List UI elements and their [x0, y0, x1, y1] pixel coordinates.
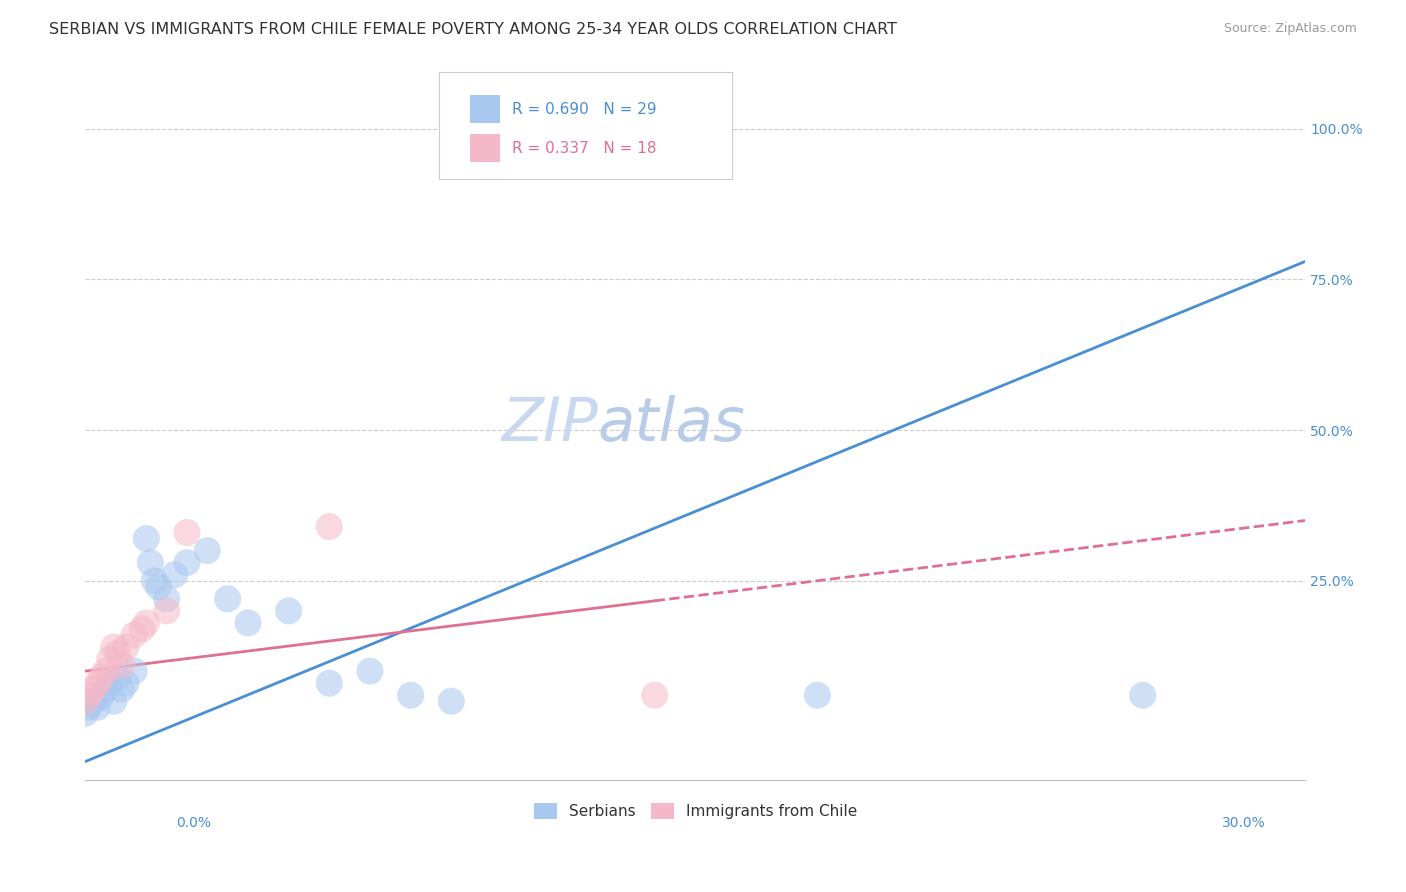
Point [79, 688, 101, 702]
Point [111, 658, 134, 673]
Point [143, 574, 166, 588]
Point [277, 604, 299, 618]
Point [82, 682, 104, 697]
Point [98, 676, 121, 690]
Point [94, 664, 117, 678]
Point [176, 556, 198, 570]
Point [139, 556, 162, 570]
Point [399, 688, 422, 702]
Point [156, 604, 179, 618]
Point [115, 640, 138, 654]
Point [318, 519, 340, 533]
Point [148, 580, 170, 594]
Point [359, 664, 381, 678]
Point [75, 694, 97, 708]
Point [103, 640, 125, 654]
Point [131, 622, 153, 636]
Point [94, 682, 117, 697]
FancyBboxPatch shape [439, 72, 733, 178]
Text: 0.0%: 0.0% [176, 816, 211, 830]
Point [176, 525, 198, 540]
Point [75, 706, 97, 721]
Point [86, 700, 108, 714]
Point [1132, 688, 1154, 702]
FancyBboxPatch shape [470, 134, 501, 162]
Text: Source: ZipAtlas.com: Source: ZipAtlas.com [1223, 22, 1357, 36]
Point [318, 676, 340, 690]
Point [90, 670, 112, 684]
Point [163, 567, 186, 582]
Point [111, 682, 134, 697]
Point [98, 652, 121, 666]
Text: ZIP: ZIP [501, 394, 598, 453]
Point [122, 628, 145, 642]
Point [135, 615, 157, 630]
Point [440, 694, 463, 708]
Point [122, 664, 145, 678]
Point [82, 694, 104, 708]
Text: R = 0.337   N = 18: R = 0.337 N = 18 [512, 141, 657, 156]
Legend: Serbians, Immigrants from Chile: Serbians, Immigrants from Chile [527, 797, 863, 825]
Point [107, 646, 129, 660]
Point [236, 615, 259, 630]
Point [115, 676, 138, 690]
Point [103, 694, 125, 708]
Point [79, 700, 101, 714]
Point [135, 532, 157, 546]
Text: R = 0.690   N = 29: R = 0.690 N = 29 [512, 102, 657, 117]
Text: SERBIAN VS IMMIGRANTS FROM CHILE FEMALE POVERTY AMONG 25-34 YEAR OLDS CORRELATIO: SERBIAN VS IMMIGRANTS FROM CHILE FEMALE … [49, 22, 897, 37]
Text: 30.0%: 30.0% [1222, 816, 1265, 830]
Point [806, 688, 828, 702]
Point [107, 670, 129, 684]
Point [195, 543, 218, 558]
Text: atlas: atlas [598, 394, 745, 453]
Point [90, 688, 112, 702]
Point [644, 688, 666, 702]
Point [156, 591, 179, 606]
Point [86, 676, 108, 690]
Point [217, 591, 239, 606]
FancyBboxPatch shape [470, 95, 501, 123]
